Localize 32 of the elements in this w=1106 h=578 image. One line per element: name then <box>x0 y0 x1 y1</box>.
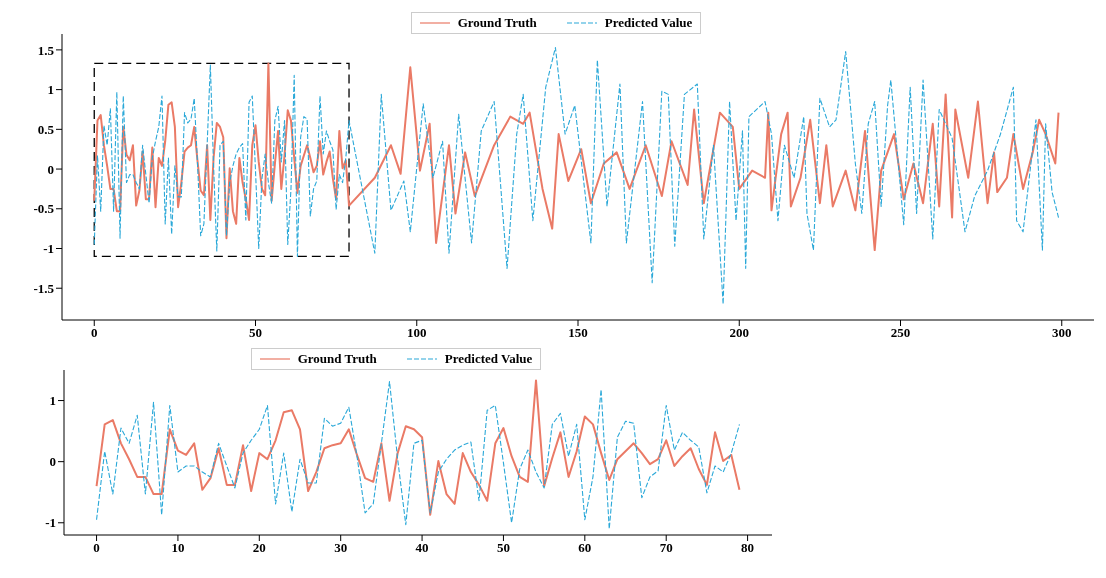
y-tick-label: 0.5 <box>37 121 55 137</box>
y-tick-label: 1.5 <box>37 42 55 58</box>
legend-label: Predicted Value <box>444 351 533 367</box>
x-tick-label: 0 <box>91 325 98 341</box>
x-tick-label: 50 <box>249 325 262 341</box>
y-tick-label: -1 <box>45 515 56 531</box>
y-tick-label: 0 <box>49 454 56 470</box>
y-tick-label: -1.5 <box>33 280 55 296</box>
x-tick-label: 150 <box>568 325 588 341</box>
x-tick-label: 40 <box>415 540 429 556</box>
x-tick-label: 30 <box>334 540 348 556</box>
x-tick-label: 100 <box>407 325 427 341</box>
x-tick-label: 0 <box>93 540 100 556</box>
x-tick-label: 10 <box>171 540 185 556</box>
y-tick-label: -1 <box>43 241 54 257</box>
y-tick-label: 1 <box>47 82 54 98</box>
x-tick-label: 20 <box>252 540 266 556</box>
y-tick-label: 1 <box>49 393 56 409</box>
y-tick-label: 0 <box>47 161 54 177</box>
x-tick-label: 300 <box>1052 325 1072 341</box>
legend-label: Predicted Value <box>604 15 693 31</box>
legend-label: Ground Truth <box>457 15 537 31</box>
line-series <box>93 46 1060 305</box>
x-tick-label: 250 <box>890 325 911 341</box>
y-tick-label: -0.5 <box>33 201 55 217</box>
x-tick-label: 200 <box>729 325 749 341</box>
x-tick-label: 60 <box>578 540 592 556</box>
x-tick-label: 50 <box>496 540 510 556</box>
x-tick-label: 80 <box>741 540 755 556</box>
legend-label: Ground Truth <box>297 351 377 367</box>
line-series <box>93 62 1060 252</box>
x-tick-label: 70 <box>659 540 673 556</box>
